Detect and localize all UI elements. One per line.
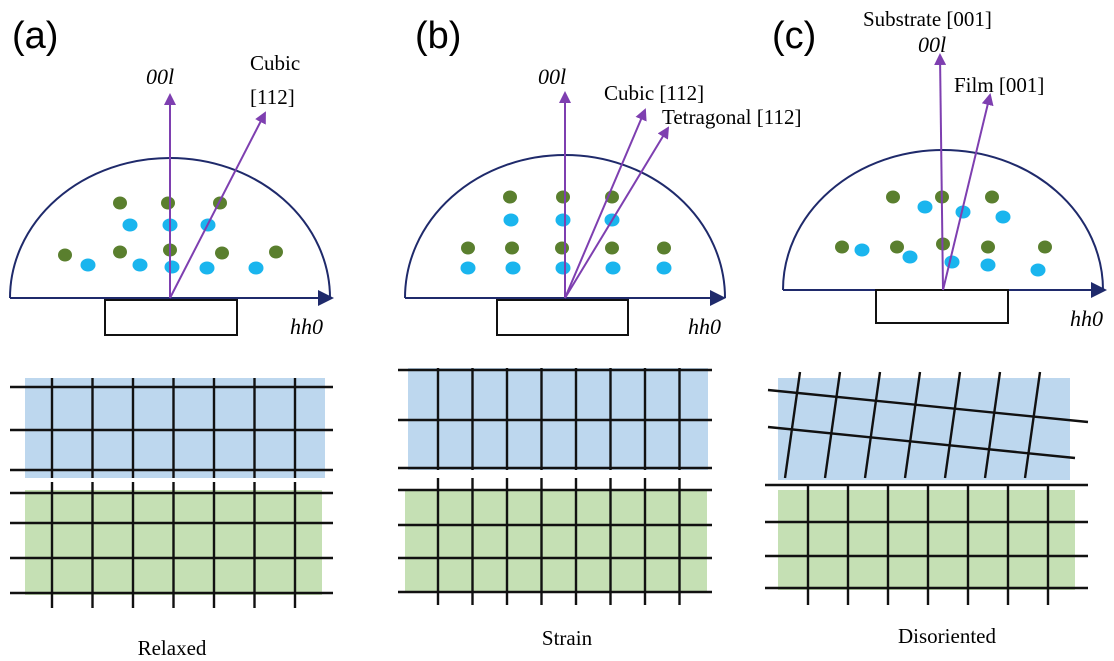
spot bbox=[113, 197, 127, 210]
figure: (a) 00l hh0 Cubic [112] Relaxed (b) 00l … bbox=[0, 0, 1114, 661]
spot bbox=[890, 241, 904, 254]
panel-label: (c) bbox=[772, 15, 816, 57]
vector-label: Cubic [112] bbox=[604, 81, 704, 105]
spot bbox=[903, 251, 918, 264]
spot bbox=[556, 214, 571, 227]
spot bbox=[657, 242, 671, 255]
layer bbox=[25, 378, 325, 478]
spot bbox=[200, 262, 215, 275]
axis-label: 00l bbox=[146, 64, 174, 89]
spot bbox=[1038, 241, 1052, 254]
axis-label: hh0 bbox=[1070, 306, 1103, 331]
sample bbox=[105, 300, 237, 335]
spot bbox=[165, 261, 180, 274]
spot bbox=[81, 259, 96, 272]
sample bbox=[876, 290, 1008, 323]
spot bbox=[1031, 264, 1046, 277]
vector-label: Substrate [001] bbox=[863, 7, 992, 31]
vector-label: Cubic bbox=[250, 51, 300, 75]
axis-label: hh0 bbox=[290, 314, 323, 339]
vector bbox=[940, 55, 943, 290]
spot bbox=[918, 201, 933, 214]
spot bbox=[503, 191, 517, 204]
spot bbox=[215, 247, 229, 260]
spot bbox=[556, 262, 571, 275]
axis-label: 00l bbox=[538, 64, 566, 89]
spot bbox=[123, 219, 138, 232]
spot bbox=[58, 249, 72, 262]
spot bbox=[945, 256, 960, 269]
spot bbox=[996, 211, 1011, 224]
spot bbox=[506, 262, 521, 275]
spot bbox=[605, 242, 619, 255]
spot bbox=[855, 244, 870, 257]
spot bbox=[113, 246, 127, 259]
spot bbox=[985, 191, 999, 204]
vector-label: Film [001] bbox=[954, 73, 1044, 97]
spot bbox=[981, 259, 996, 272]
spot bbox=[269, 246, 283, 259]
spot bbox=[555, 242, 569, 255]
spot bbox=[886, 191, 900, 204]
caption: Strain bbox=[542, 626, 593, 650]
vector bbox=[565, 110, 645, 298]
spot bbox=[657, 262, 672, 275]
spot bbox=[835, 241, 849, 254]
shapes bbox=[10, 55, 1103, 608]
axis-label: hh0 bbox=[688, 314, 721, 339]
sample bbox=[497, 300, 628, 335]
caption: Relaxed bbox=[138, 636, 207, 660]
spot bbox=[981, 241, 995, 254]
axis-label: 00l bbox=[918, 32, 946, 57]
layer bbox=[778, 490, 1075, 590]
spot bbox=[504, 214, 519, 227]
spot bbox=[461, 262, 476, 275]
spot bbox=[249, 262, 264, 275]
spot bbox=[133, 259, 148, 272]
caption: Disoriented bbox=[898, 624, 996, 648]
spot bbox=[606, 262, 621, 275]
spot bbox=[556, 191, 570, 204]
panel-label: (b) bbox=[415, 15, 461, 57]
layer bbox=[405, 490, 707, 593]
spot bbox=[505, 242, 519, 255]
spot bbox=[461, 242, 475, 255]
vector-label: [112] bbox=[250, 85, 295, 109]
panel-label: (a) bbox=[12, 15, 58, 57]
vector-label: Tetragonal [112] bbox=[662, 105, 801, 129]
spot bbox=[161, 197, 175, 210]
